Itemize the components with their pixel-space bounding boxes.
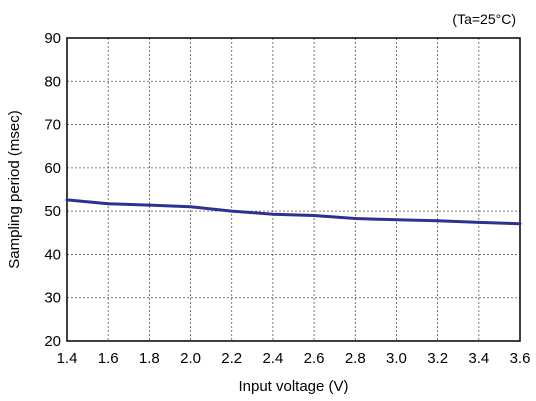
x-tick-label: 3.2 — [427, 350, 448, 367]
y-tick-label: 20 — [44, 333, 61, 350]
y-tick-label: 70 — [44, 117, 61, 134]
y-tick-label: 50 — [44, 203, 61, 220]
x-tick-label: 2.6 — [304, 350, 325, 367]
x-tick-labels: 1.4 1.6 1.8 2.0 2.2 2.4 2.6 2.8 3.0 3.2 3.4 3.6 — [57, 350, 531, 367]
x-tick-label: 1.4 — [57, 350, 78, 367]
y-tick-label: 90 — [44, 30, 61, 47]
grid — [67, 38, 520, 341]
y-tick-label: 40 — [44, 246, 61, 263]
plot-area — [66, 37, 521, 342]
y-axis-title: Sampling period (msec) — [6, 110, 23, 268]
y-tick-labels: 20 30 40 50 60 70 80 90 — [44, 30, 61, 350]
y-tick-label: 60 — [44, 160, 61, 177]
condition-annotation: (Ta=25°C) — [452, 11, 516, 27]
x-tick-label: 1.6 — [98, 350, 119, 367]
x-tick-label: 3.6 — [510, 350, 531, 367]
x-tick-label: 1.8 — [139, 350, 160, 367]
x-tick-label: 2.4 — [262, 350, 283, 367]
y-tick-label: 80 — [44, 73, 61, 90]
x-tick-label: 2.0 — [180, 350, 201, 367]
x-tick-label: 3.0 — [386, 350, 407, 367]
x-tick-label: 3.4 — [468, 350, 489, 367]
series-line — [65, 198, 522, 226]
x-axis-title: Input voltage (V) — [238, 378, 348, 395]
series-layer — [65, 198, 522, 226]
x-tick-label: 2.2 — [221, 350, 242, 367]
y-tick-label: 30 — [44, 290, 61, 307]
x-tick-label: 2.8 — [345, 350, 366, 367]
